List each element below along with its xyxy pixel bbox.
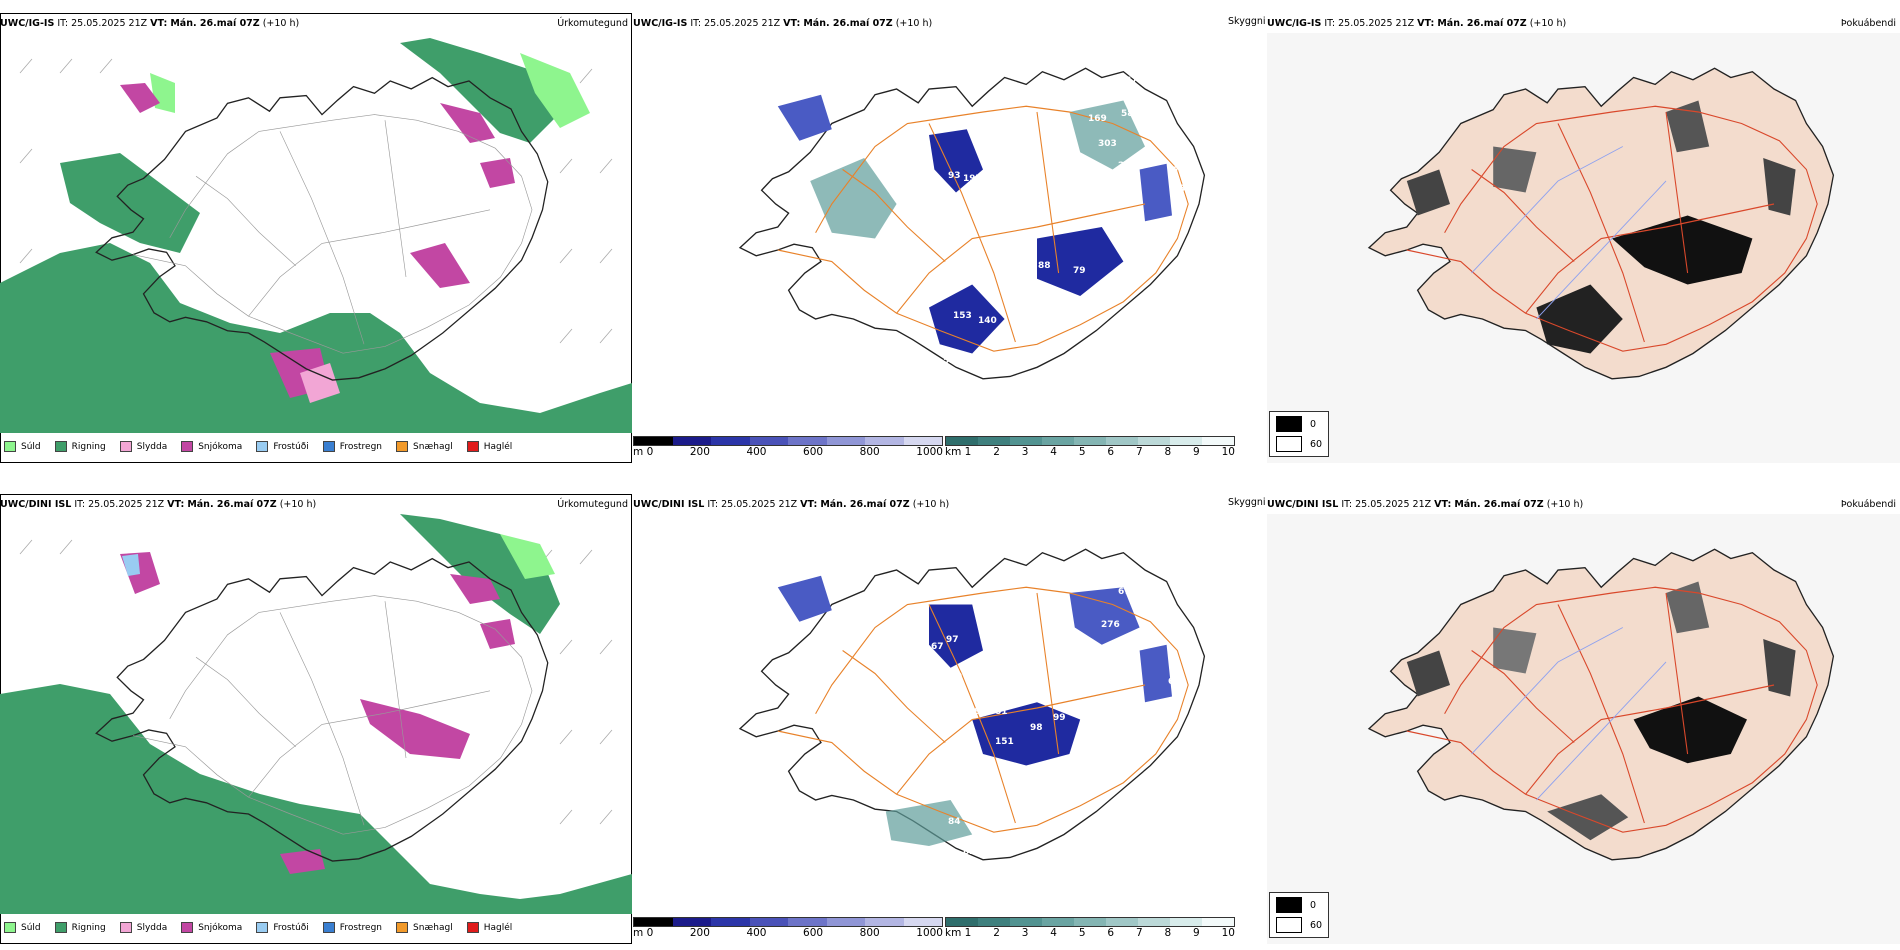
svg-text:74: 74	[733, 562, 746, 572]
precip-title-1: UWC/IG-IS IT: 25.05.2025 21Z VT: Mán. 26…	[0, 18, 300, 29]
svg-text:53: 53	[943, 356, 956, 366]
cloudbase-colorbar-2: m 0 200 400 600 800 1000	[633, 917, 943, 939]
svg-text:74: 74	[898, 156, 911, 166]
svg-text:110: 110	[1048, 296, 1067, 306]
svg-text:93: 93	[948, 171, 961, 181]
svg-text:67: 67	[1118, 587, 1131, 597]
svg-text:63: 63	[1173, 184, 1186, 194]
svg-text:89: 89	[968, 707, 981, 717]
precip-type-label-1: Úrkomutegund	[557, 18, 628, 29]
svg-text:53: 53	[1053, 797, 1066, 807]
svg-text:82: 82	[963, 847, 976, 857]
iceland-outline-3	[1368, 67, 1835, 380]
svg-text:151: 151	[995, 737, 1014, 747]
svg-text:67: 67	[1125, 76, 1138, 86]
cloudbase-colorbar-1: m 0 200 400 600 800 1000	[633, 436, 943, 458]
svg-text:113: 113	[988, 214, 1007, 224]
svg-text:99: 99	[1053, 713, 1066, 723]
cloud-peaks-1: 34 55 152 60 74 106 93 197 133 113 110 8…	[733, 76, 1186, 384]
precip-panel-1: UWC/IG-IS IT: 25.05.2025 21Z VT: Mán. 26…	[0, 13, 632, 463]
svg-text:55: 55	[753, 86, 766, 96]
svg-text:82: 82	[1008, 266, 1021, 276]
svg-text:152: 152	[763, 116, 782, 126]
svg-text:9: 9	[956, 672, 962, 682]
visibility-colorbar-2: km 1 2 3 4 5 6 7 8 9 10	[945, 917, 1235, 939]
svg-text:133: 133	[963, 189, 982, 199]
svg-text:100: 100	[910, 607, 929, 617]
svg-text:303: 303	[1098, 139, 1117, 149]
cloud-peaks-2: 74 48 100 67 97 89 81 151 98 99 61 81 84…	[733, 562, 1186, 857]
svg-text:58: 58	[1121, 109, 1134, 119]
svg-text:48: 48	[751, 565, 764, 575]
svg-text:98: 98	[1030, 723, 1043, 733]
svg-text:60: 60	[1168, 677, 1181, 687]
sleet-area	[300, 363, 340, 403]
svg-text:54: 54	[1173, 632, 1186, 642]
svg-text:72: 72	[1173, 166, 1186, 176]
fog-title-1: UWC/IG-IS IT: 25.05.2025 21Z VT: Mán. 26…	[1267, 18, 1567, 29]
svg-text:81: 81	[978, 832, 991, 842]
precip-panel-2: UWC/DINI ISL IT: 25.05.2025 21Z VT: Mán.…	[0, 494, 632, 944]
peak-label: 34	[733, 86, 746, 96]
svg-text:169: 169	[1088, 114, 1107, 124]
iceland-outline-2	[739, 67, 1206, 380]
svg-text:50: 50	[945, 374, 958, 384]
cloud-type-label-1: Skyggni	[1228, 16, 1265, 27]
svg-text:97: 97	[946, 635, 959, 645]
fog-title-2: UWC/DINI ISL IT: 25.05.2025 21Z VT: Mán.…	[1267, 499, 1584, 510]
svg-text:22: 22	[1118, 161, 1131, 171]
precip-legend-1: Súld Rigning Slydda Snjókoma Frostúði Fr…	[4, 441, 512, 452]
iceland-outline-5	[739, 548, 1206, 861]
svg-text:84: 84	[948, 817, 961, 827]
fog-legend-1: 0 60	[1269, 411, 1330, 457]
precip-title-2: UWC/DINI ISL IT: 25.05.2025 21Z VT: Mán.…	[0, 499, 317, 510]
fog-panel-1: UWC/IG-IS IT: 25.05.2025 21Z VT: Mán. 26…	[1267, 13, 1900, 463]
svg-text:60: 60	[910, 131, 923, 141]
svg-text:276: 276	[1101, 620, 1120, 630]
fog-type-label-2: Þokuábendi	[1840, 499, 1896, 510]
cloud-title-2: UWC/DINI ISL IT: 25.05.2025 21Z VT: Mán.…	[633, 499, 950, 510]
fog-panel-2: UWC/DINI ISL IT: 25.05.2025 21Z VT: Mán.…	[1267, 494, 1900, 944]
svg-text:25: 25	[1143, 236, 1156, 246]
fog-legend-2: 0 60	[1269, 892, 1330, 938]
svg-text:79: 79	[1073, 266, 1086, 276]
cloud-title-1: UWC/IG-IS IT: 25.05.2025 21Z VT: Mán. 26…	[633, 18, 933, 29]
svg-text:110: 110	[951, 234, 970, 244]
svg-text:153: 153	[953, 311, 972, 321]
svg-text:106: 106	[923, 186, 942, 196]
cloud-type-label-2: Skyggni	[1228, 497, 1265, 508]
svg-text:197: 197	[963, 174, 982, 184]
svg-text:42: 42	[1148, 612, 1161, 622]
precip-type-label-2: Úrkomutegund	[557, 499, 628, 510]
svg-text:67: 67	[931, 642, 944, 652]
svg-text:81: 81	[995, 707, 1008, 717]
visibility-colorbar-1: km 1 2 3 4 5 6 7 8 9 10	[945, 436, 1235, 458]
svg-text:61: 61	[1053, 693, 1066, 703]
cloud-panel-2: UWC/DINI ISL IT: 25.05.2025 21Z VT: Mán.…	[633, 494, 1265, 944]
svg-text:88: 88	[1038, 261, 1051, 271]
fog-type-label-1: Þokuábendi	[1840, 18, 1896, 29]
precip-legend-2: Súld Rigning Slydda Snjókoma Frostúði Fr…	[4, 922, 512, 933]
iceland-outline-6	[1368, 548, 1835, 861]
cloud-panel-1: UWC/IG-IS IT: 25.05.2025 21Z VT: Mán. 26…	[633, 13, 1265, 463]
svg-text:140: 140	[978, 316, 997, 326]
